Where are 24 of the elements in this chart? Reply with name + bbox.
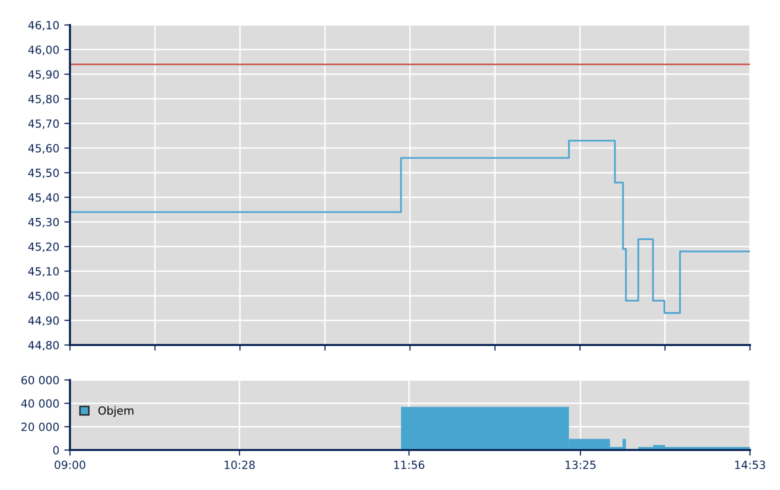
y-tick-label: 20 000 bbox=[21, 422, 59, 432]
x-tick-label: 14:53 bbox=[735, 460, 766, 470]
y-tick-label: 60 000 bbox=[21, 376, 59, 384]
y-tick-label: 45,00 bbox=[28, 292, 59, 302]
y-tick-label: 40 000 bbox=[21, 399, 59, 408]
y-tick-label: 0 bbox=[53, 446, 59, 454]
y-tick-label: 45,10 bbox=[28, 267, 59, 277]
y-tick-label: 46,00 bbox=[28, 46, 59, 56]
y-tick-label: 45,90 bbox=[28, 70, 59, 80]
x-tick-label: 09:00 bbox=[54, 460, 86, 470]
y-tick-label: 45,40 bbox=[28, 193, 59, 203]
y-tick-label: 45,30 bbox=[28, 218, 59, 228]
legend-label: Objem bbox=[98, 406, 134, 417]
y-tick-label: 44,90 bbox=[28, 316, 59, 326]
y-tick-label: 45,70 bbox=[28, 119, 59, 129]
y-tick-label: 44,80 bbox=[28, 340, 59, 351]
y-tick-label: 45,80 bbox=[28, 94, 59, 104]
y-tick-label: 45,20 bbox=[28, 242, 59, 252]
x-tick-label: 10:28 bbox=[224, 460, 255, 470]
x-tick-label: 13:25 bbox=[566, 460, 596, 470]
x-tick-label: 11:56 bbox=[394, 460, 424, 470]
y-tick-label: 45,50 bbox=[28, 168, 59, 178]
y-tick-label: 46,10 bbox=[28, 20, 59, 31]
y-tick-label: 45,60 bbox=[28, 144, 59, 154]
